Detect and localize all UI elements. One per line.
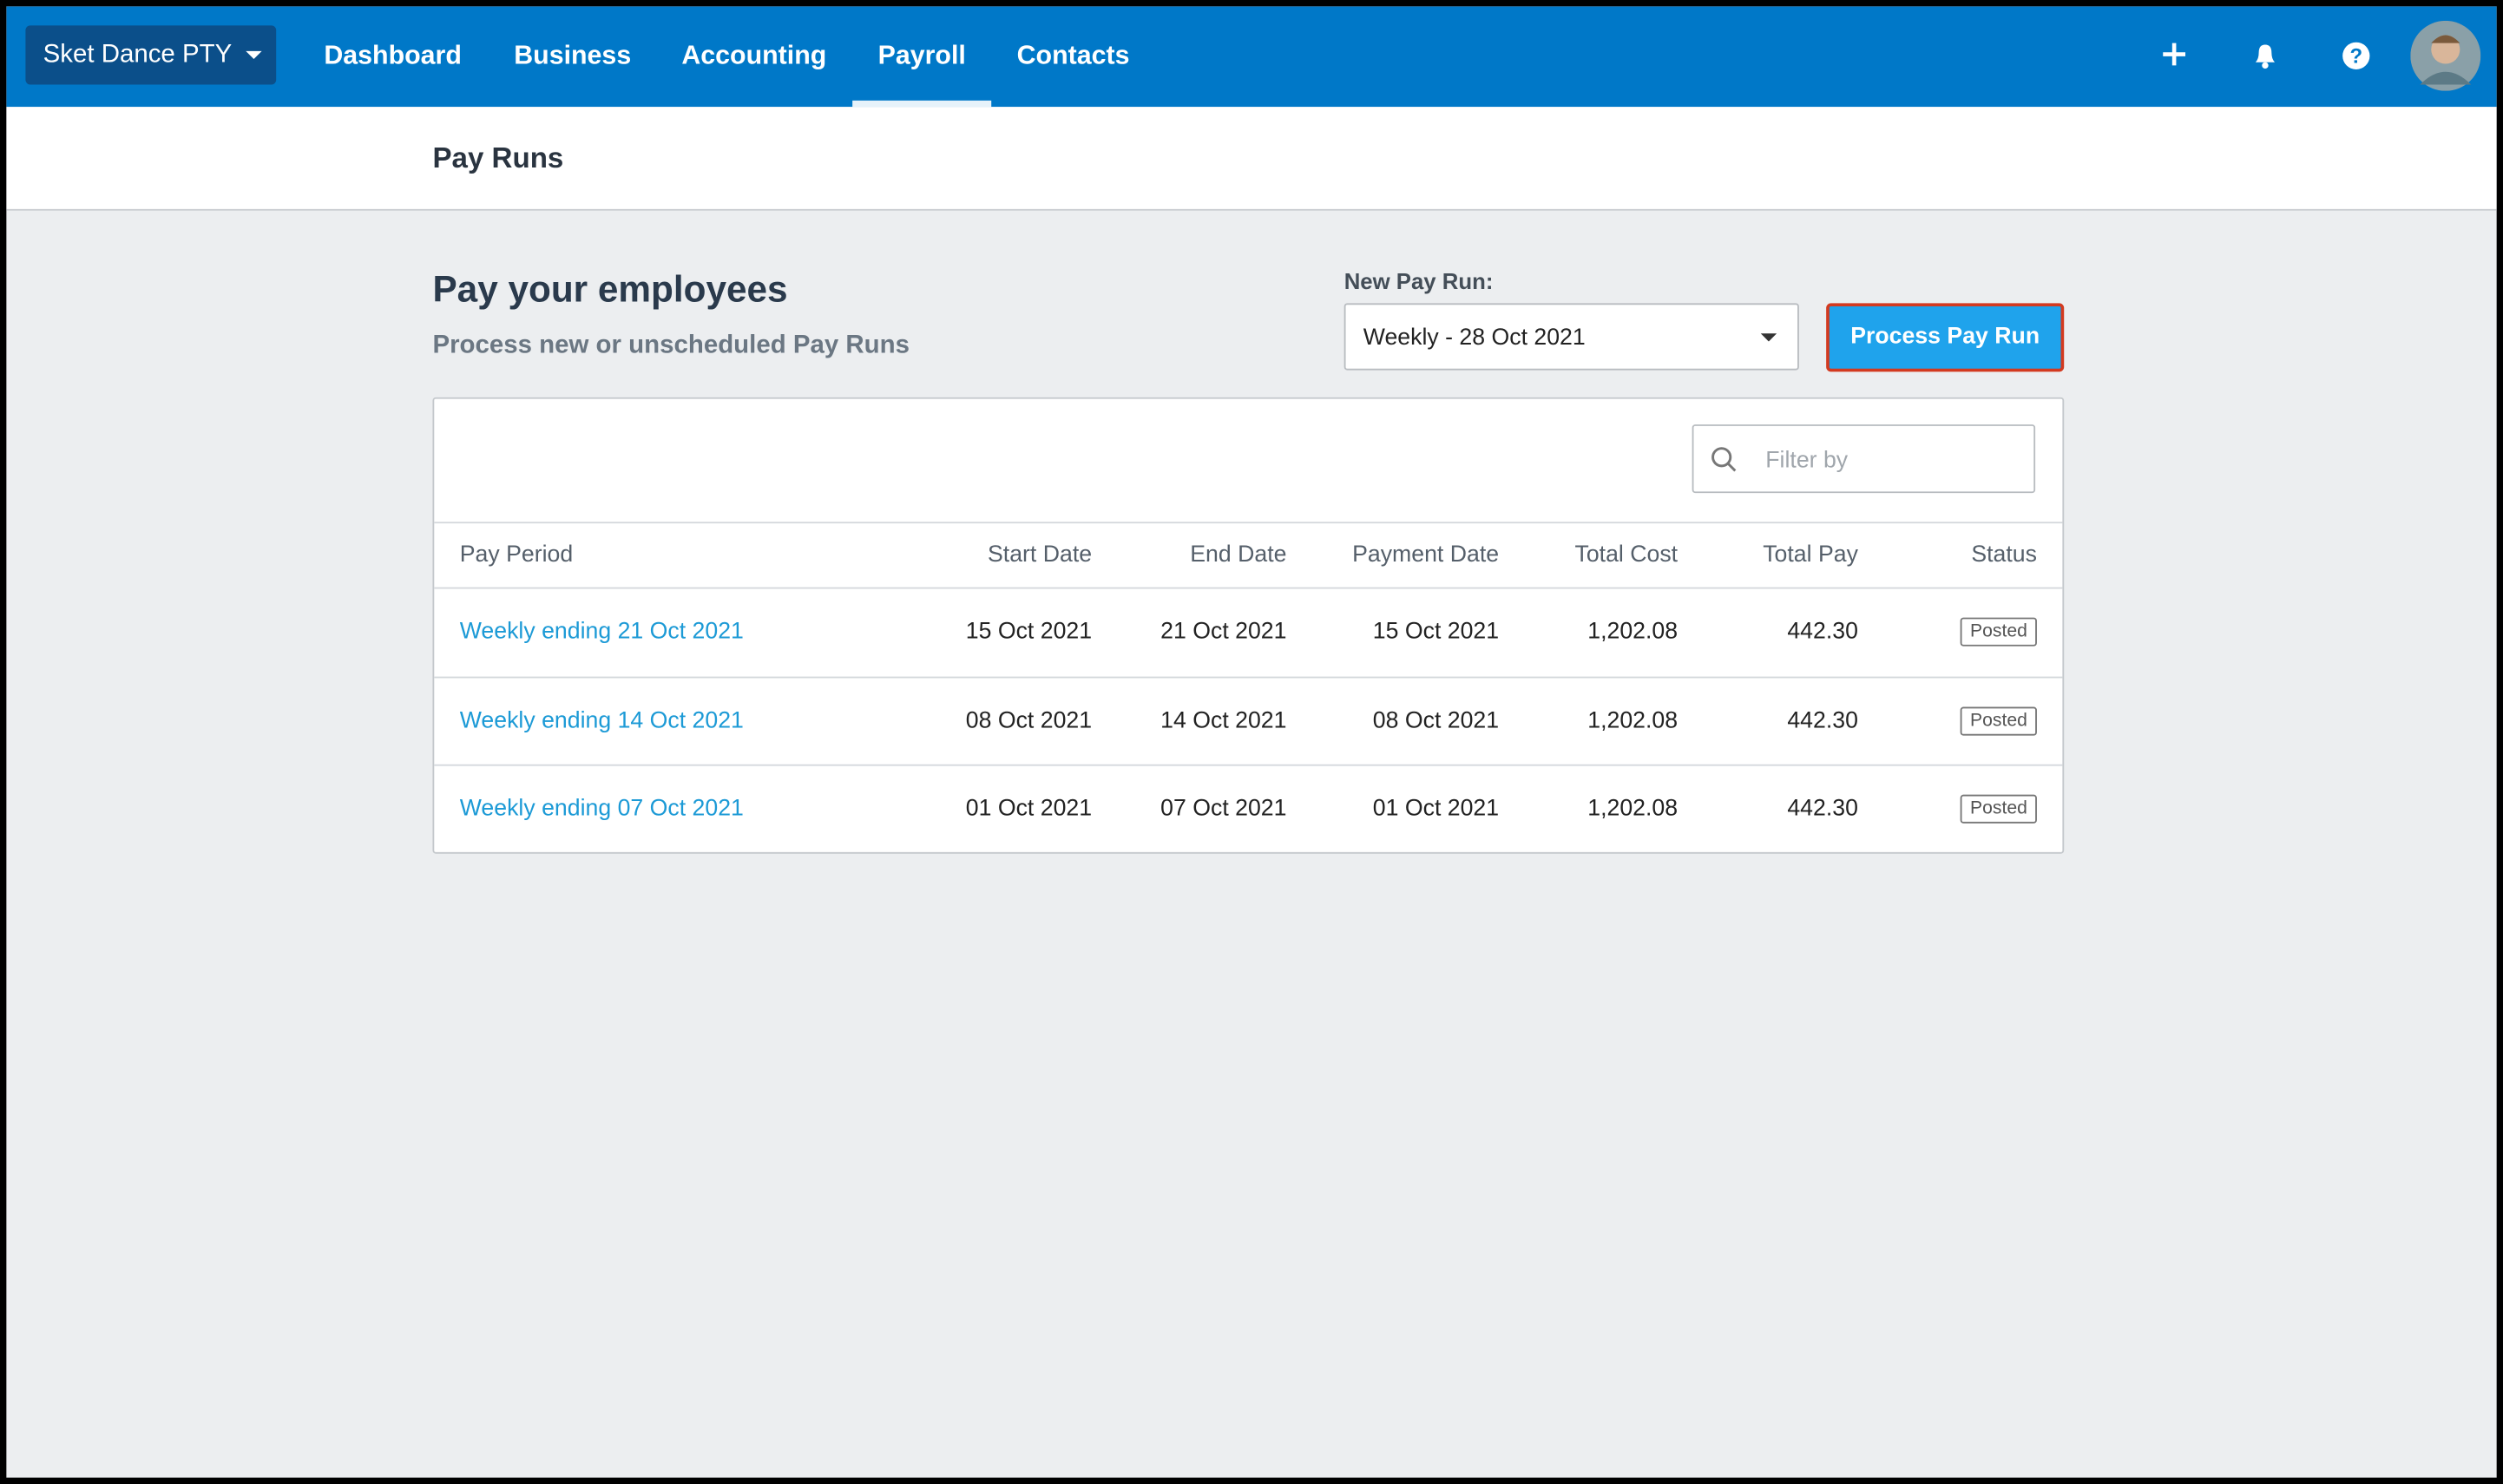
cell: 15 Oct 2021: [965, 619, 1093, 645]
top-nav: Sket Dance PTY Dashboard Business Accoun…: [6, 6, 2497, 108]
cell: 15 Oct 2021: [1372, 619, 1500, 645]
pay-runs-table: Filter by Pay Period Start Date End Date Pa…: [432, 397, 2065, 854]
row-divider: [434, 675, 2063, 678]
notifications-icon[interactable]: [2250, 40, 2282, 72]
page-header: Pay Runs: [6, 107, 2497, 211]
nav-item[interactable]: Business: [514, 41, 632, 70]
nav-item[interactable]: Payroll: [877, 41, 966, 70]
column-header: Status: [1971, 542, 2037, 568]
cell: 08 Oct 2021: [1372, 707, 1500, 733]
nav-item[interactable]: Dashboard: [324, 41, 462, 70]
column-header: Start Date: [988, 542, 1093, 568]
pay-period-link[interactable]: Weekly ending 14 Oct 2021: [459, 707, 744, 733]
row-divider: [434, 764, 2063, 766]
pay-period-link[interactable]: Weekly ending 07 Oct 2021: [459, 796, 744, 822]
org-switcher[interactable]: Sket Dance PTY: [25, 25, 277, 85]
search-icon: [1711, 447, 1737, 472]
filter-placeholder: Filter by: [1765, 448, 1849, 475]
column-header: End Date: [1190, 542, 1287, 568]
column-header: Pay Period: [459, 542, 574, 568]
org-name: Sket Dance PTY: [43, 41, 232, 69]
cell: 1,202.08: [1587, 707, 1679, 733]
caret: [246, 50, 263, 60]
cell: 01 Oct 2021: [1372, 796, 1500, 822]
process-pay-run-button[interactable]: Process Pay Run: [1826, 303, 2065, 372]
divider: [434, 522, 2063, 524]
intro-subheading: Process new or unscheduled Pay Runs: [432, 332, 910, 359]
page-title: Pay Runs: [432, 141, 564, 174]
status-badge: Posted: [1961, 706, 2037, 735]
app: Sket Dance PTY Dashboard Business Accoun…: [6, 6, 2497, 1478]
cell: 442.30: [1787, 707, 1858, 733]
avatar[interactable]: [2410, 20, 2481, 91]
cell: 01 Oct 2021: [965, 796, 1093, 822]
cell: 442.30: [1787, 619, 1858, 645]
column-header: Payment Date: [1352, 542, 1500, 568]
cell: 1,202.08: [1587, 619, 1679, 645]
select-value: Weekly - 28 Oct 2021: [1363, 325, 1586, 351]
cell: 442.30: [1787, 796, 1858, 822]
select-caret: [1760, 333, 1777, 342]
new-pay-run-label: New Pay Run:: [1343, 267, 1494, 294]
svg-text:?: ?: [2350, 45, 2363, 69]
divider: [434, 587, 2063, 589]
cell: 07 Oct 2021: [1160, 796, 1287, 822]
status-badge: Posted: [1961, 617, 2037, 647]
cell: 1,202.08: [1587, 796, 1679, 822]
active-indicator: [852, 100, 992, 108]
cell: 21 Oct 2021: [1160, 619, 1287, 645]
intro-heading: Pay your employees: [432, 267, 788, 310]
filter-input[interactable]: Filter by: [1692, 424, 2036, 494]
column-header: Total Pay: [1763, 542, 1858, 568]
cell: 14 Oct 2021: [1160, 707, 1287, 733]
add-icon[interactable]: [2158, 38, 2191, 70]
pay-period-link[interactable]: Weekly ending 21 Oct 2021: [459, 619, 744, 645]
column-header: Total Cost: [1574, 542, 1679, 568]
nav-item[interactable]: Contacts: [1016, 41, 1130, 70]
cell: 08 Oct 2021: [965, 707, 1093, 733]
pay-run-select[interactable]: Weekly - 28 Oct 2021: [1343, 303, 1799, 371]
status-badge: Posted: [1961, 794, 2037, 824]
nav-item[interactable]: Accounting: [681, 41, 827, 70]
help-icon[interactable]: ?: [2340, 40, 2372, 72]
